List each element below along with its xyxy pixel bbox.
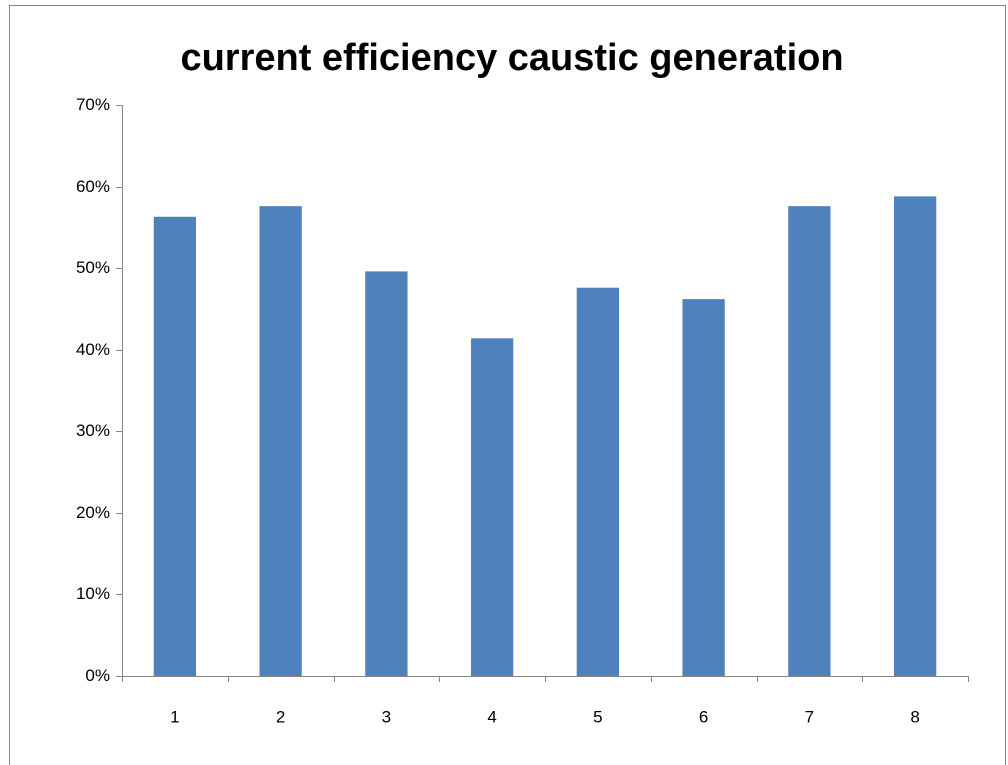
bar (470, 338, 514, 676)
y-tick-label: 40% (76, 340, 110, 359)
bar (682, 299, 725, 676)
x-tick-label: 3 (382, 707, 391, 726)
x-tick-label: 8 (910, 707, 919, 726)
y-tick-label: 50% (76, 258, 110, 277)
y-tick-label: 10% (76, 584, 110, 603)
x-tick-label: 6 (699, 707, 708, 726)
bar (576, 287, 620, 676)
bar (788, 206, 831, 677)
chart-title: current efficiency caustic generation (180, 37, 843, 79)
y-tick-label: 60% (76, 177, 110, 196)
x-tick-label: 1 (170, 707, 179, 726)
bar (365, 271, 408, 676)
y-tick-label: 20% (76, 503, 110, 522)
y-tick-label: 70% (76, 95, 110, 114)
x-tick-label: 5 (593, 707, 602, 726)
y-tick-label: 30% (76, 421, 110, 440)
bar (153, 216, 197, 676)
x-tick-label: 7 (805, 707, 814, 726)
x-tick-label: 2 (276, 707, 285, 726)
x-tick-label: 4 (487, 707, 496, 726)
bar (259, 206, 302, 677)
y-tick-label: 0% (85, 666, 110, 685)
bar (893, 196, 937, 677)
